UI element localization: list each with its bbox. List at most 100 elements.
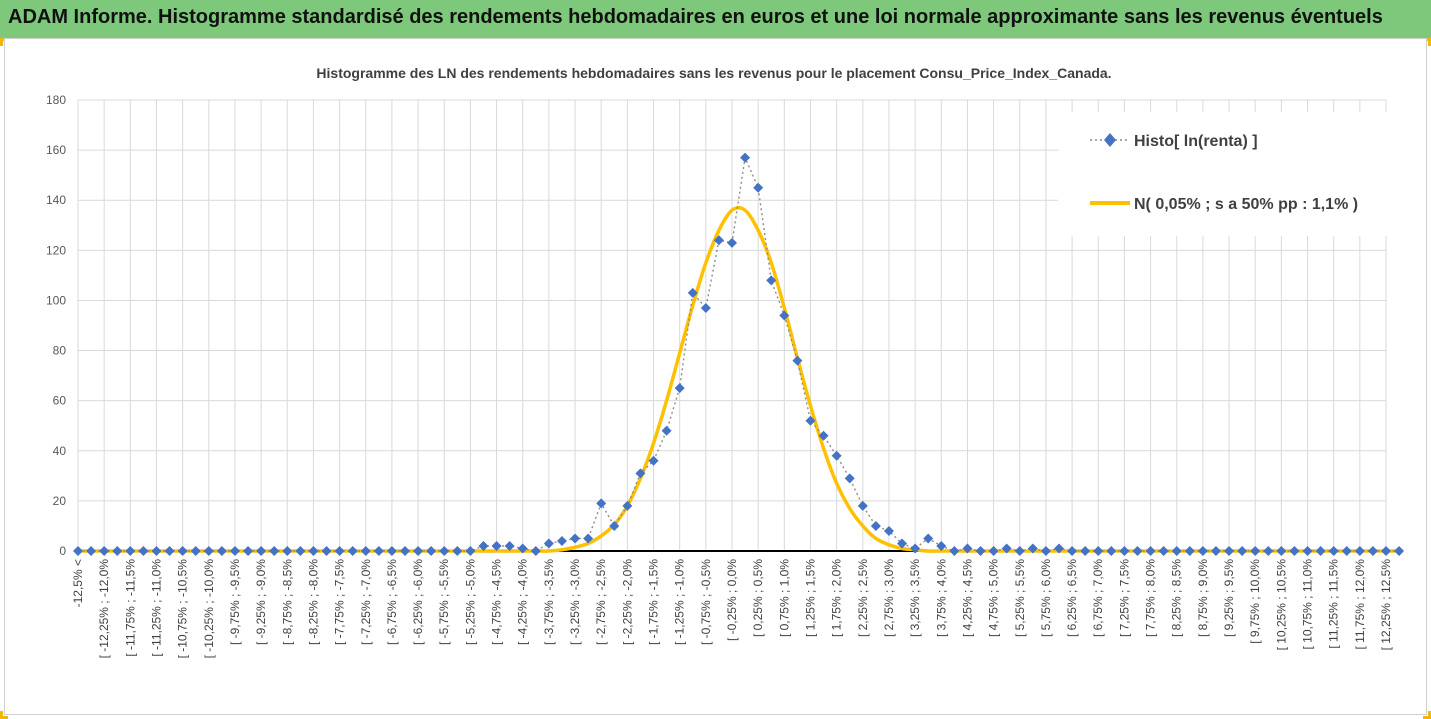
x-tick-label-13: [ -6,25% ; -6,0% [411, 559, 425, 645]
x-tick-label-44: [ 9,25% ; 9,5% [1222, 559, 1236, 637]
histo-marker-57 [818, 430, 829, 441]
histo-marker-66 [936, 540, 947, 551]
histo-marker-12 [229, 546, 240, 556]
histo-marker-13 [243, 546, 254, 556]
histo-marker-33 [504, 540, 515, 551]
corner-mark-top-right [1423, 38, 1431, 41]
histo-marker-28 [439, 546, 450, 556]
x-tick-label-31: [ 2,75% ; 3,0% [882, 559, 896, 637]
histo-marker-56 [805, 415, 816, 426]
x-tick-label-49: [ 11,75% ; 12,0% [1353, 559, 1367, 650]
x-tick-label-26: [ 0,25% ; 0,5% [751, 559, 765, 637]
y-tick-label-1: 20 [53, 494, 67, 508]
histo-marker-60 [857, 500, 868, 511]
x-tick-label-9: [ -8,25% ; -8,0% [306, 559, 320, 645]
histo-marker-40 [596, 498, 607, 509]
histo-marker-55 [792, 355, 803, 366]
x-tick-label-19: [ -3,25% ; -3,0% [568, 559, 582, 645]
histo-marker-96 [1328, 546, 1339, 556]
histo-marker-39 [583, 533, 594, 544]
x-tick-label-20: [ -2,75% ; -2,5% [594, 559, 608, 645]
x-tick-label-12: [ -6,75% ; -6,5% [385, 559, 399, 645]
histo-marker-24 [386, 546, 397, 556]
corner-mark-bottom-right [1423, 716, 1431, 719]
x-tick-label-16: [ -4,75% ; -4,5% [490, 559, 504, 645]
grid-lines [77, 99, 1387, 551]
histo-marker-31 [478, 540, 489, 551]
histo-marker-52 [753, 182, 764, 193]
report-banner: ADAM Informe. Histogramme standardisé de… [0, 0, 1431, 38]
x-tick-label-22: [ -1,75% ; -1,5% [647, 559, 661, 645]
legend-histo-marker [1104, 133, 1116, 147]
histo-marker-3 [112, 546, 123, 556]
x-tick-label-30: [ 2,25% ; 2,5% [856, 559, 870, 637]
histo-marker-18 [308, 546, 319, 556]
x-tick-label-42: [ 8,25% ; 8,5% [1170, 559, 1184, 637]
histo-marker-37 [556, 535, 567, 546]
x-tick-label-28: [ 1,25% ; 1,5% [803, 559, 817, 637]
y-tick-label-0: 0 [59, 544, 66, 558]
histo-marker-41 [609, 520, 620, 531]
histo-marker-36 [543, 538, 554, 549]
histo-marker-4 [125, 546, 136, 556]
histo-marker-75 [1054, 543, 1064, 554]
x-tick-label-35: [ 4,75% ; 5,0% [987, 559, 1001, 637]
histo-marker-23 [373, 546, 384, 556]
y-tick-label-5: 100 [46, 293, 66, 307]
histo-marker-14 [256, 546, 267, 556]
histo-marker-54 [779, 310, 790, 321]
x-tick-label-1: [ -12,25% ; -12,0% [97, 559, 111, 659]
histo-marker-53 [766, 275, 777, 286]
histo-marker-87 [1210, 546, 1221, 556]
histo-marker-70 [988, 546, 999, 556]
report-title: ADAM Informe. Histogramme standardisé de… [8, 6, 1383, 28]
histo-marker-59 [844, 473, 855, 484]
histo-marker-79 [1106, 546, 1117, 556]
histo-marker-17 [295, 546, 306, 556]
histo-marker-5 [138, 546, 149, 556]
x-tick-label-29: [ 1,75% ; 2,0% [830, 559, 844, 637]
histo-marker-98 [1354, 546, 1365, 556]
histo-marker-29 [452, 546, 463, 556]
histo-marker-83 [1158, 546, 1169, 556]
histo-marker-1 [86, 546, 97, 556]
x-tick-label-27: [ 0,75% ; 1,0% [777, 559, 791, 637]
x-axis-tick-labels: -12,5% < [ -12,25% ; -12,0% [ -11,75% ; -1… [71, 559, 1393, 659]
histo-marker-22 [360, 546, 371, 556]
histo-marker-8 [177, 546, 188, 556]
histo-marker-67 [949, 546, 960, 556]
histo-marker-101 [1394, 546, 1405, 556]
histo-marker-47 [687, 287, 698, 298]
histo-marker-71 [1001, 543, 1012, 554]
histo-marker-94 [1302, 546, 1313, 556]
histo-marker-35 [530, 546, 541, 556]
x-tick-label-15: [ -5,25% ; -5,0% [463, 559, 477, 645]
x-tick-label-17: [ -4,25% ; -4,0% [516, 559, 530, 645]
y-tick-label-4: 80 [53, 344, 67, 358]
histo-marker-99 [1367, 546, 1378, 556]
x-tick-label-5: [ -10,25% ; -10,0% [202, 559, 216, 659]
histo-marker-92 [1276, 546, 1287, 556]
histo-marker-81 [1132, 546, 1143, 556]
x-tick-label-34: [ 4,25% ; 4,5% [960, 559, 974, 637]
legend-normal-label: N( 0,05% ; s a 50% pp : 1,1% ) [1134, 196, 1358, 213]
x-tick-label-46: [ 10,25% ; 10,5% [1274, 559, 1288, 651]
x-tick-label-38: [ 6,25% ; 6,5% [1065, 559, 1079, 637]
histo-marker-89 [1237, 546, 1248, 556]
histo-marker-63 [897, 538, 908, 549]
x-tick-label-24: [ -0,75% ; -0,5% [699, 559, 713, 645]
histo-marker-6 [151, 546, 162, 556]
x-tick-label-7: [ -9,25% ; -9,0% [254, 559, 268, 645]
x-tick-label-39: [ 6,75% ; 7,0% [1091, 559, 1105, 637]
histo-marker-51 [740, 152, 751, 163]
y-tick-label-8: 160 [46, 143, 66, 157]
histo-marker-25 [400, 546, 410, 556]
chart-legend: Histo[ ln(renta) ] N( 0,05% ; s a 50% pp… [1090, 133, 1358, 213]
histo-marker-88 [1224, 546, 1235, 556]
histo-marker-97 [1341, 546, 1352, 556]
histo-marker-19 [321, 546, 332, 556]
histo-marker-21 [347, 546, 358, 556]
x-tick-label-18: [ -3,75% ; -3,5% [542, 559, 556, 645]
histo-marker-0 [73, 546, 83, 556]
corner-mark-bottom-left-v [0, 711, 3, 719]
